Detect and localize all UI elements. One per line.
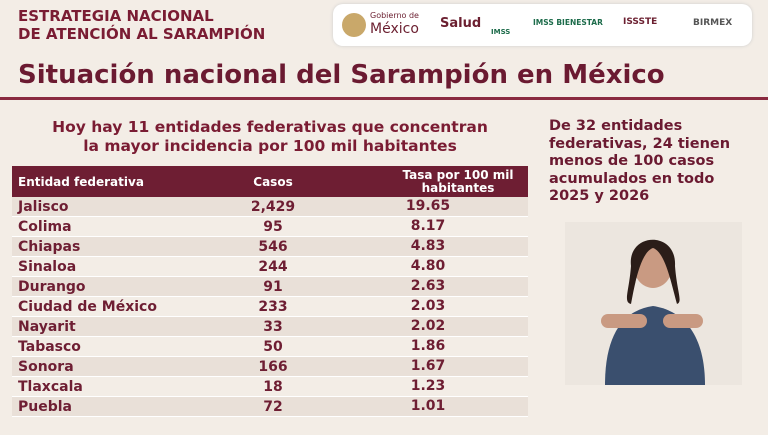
logo-text: Gobierno de — [370, 11, 419, 20]
table-row: Jalisco 2,429 19.65 — [12, 197, 528, 217]
logo-text: IMSS — [491, 28, 511, 36]
line: 2025 y 2026 — [549, 188, 650, 204]
line: ESTRATEGIA NACIONAL — [18, 7, 214, 25]
header-cell: Tasa por 100 mil habitantes — [402, 167, 514, 195]
table-row: Sonora 166 1.67 — [12, 357, 528, 377]
table-cell: 1.01 — [410, 398, 446, 414]
table-row: Tabasco 50 1.86 — [12, 337, 528, 357]
header-title: ESTRATEGIA NACIONAL DE ATENCIÓN AL SARAM… — [18, 7, 265, 43]
logo-text: IMSS BIENESTAR — [533, 18, 603, 27]
table-row: Tlaxcala 18 1.23 — [12, 377, 528, 397]
side-note: De 32 entidades federativas, 24 tienen men… — [549, 118, 730, 206]
table-cell: 244 — [258, 258, 288, 275]
main-title: Situación nacional del Sarampión en Méxi… — [18, 60, 665, 90]
table-row: Colima 95 8.17 — [12, 217, 528, 237]
table-cell: 233 — [258, 298, 288, 315]
seal — [342, 13, 366, 37]
table-cell: Chiapas — [18, 238, 81, 255]
table-cell: 2.03 — [410, 298, 446, 314]
table-body: Jalisco 2,429 19.65 Colima 95 8.17 Chiapas 546 4… — [12, 197, 528, 417]
table-cell: 8.17 — [410, 218, 446, 234]
table-row: Ciudad de México 233 2.03 — [12, 297, 528, 317]
table-cell: Durango — [18, 278, 86, 295]
table-header: Entidad federativa Casos Tasa por 100 mi… — [12, 166, 528, 197]
line: acumulados en todo — [549, 170, 715, 187]
table-cell: Nayarit — [18, 318, 76, 335]
table-cell: 91 — [263, 278, 283, 295]
header-cell: Entidad federativa — [18, 174, 144, 189]
table-cell: 4.80 — [410, 258, 446, 274]
table-cell: 33 — [263, 318, 283, 335]
subtitle: Hoy hay 11 entidades federativas que con… — [20, 118, 520, 156]
table-cell: 2.63 — [410, 278, 446, 294]
table-cell: Ciudad de México — [18, 298, 157, 315]
line: federativas, 24 tienen — [549, 135, 731, 152]
table-cell: 1.23 — [410, 378, 446, 394]
table-cell: 18 — [263, 378, 283, 395]
logo-text: ISSSTE — [623, 17, 658, 27]
table-row: Puebla 72 1.01 — [12, 397, 528, 417]
logo-text: Salud — [440, 16, 482, 31]
line: De 32 entidades — [549, 118, 683, 134]
table-cell: 95 — [263, 218, 283, 235]
table-row: Chiapas 546 4.83 — [12, 237, 528, 257]
table-cell: Puebla — [18, 398, 72, 415]
logo-bar: Gobierno de México Salud IMSS IMSS BIENE… — [333, 4, 752, 46]
line: DE ATENCIÓN AL SARAMPIÓN — [18, 25, 266, 43]
logo-text: México — [370, 21, 419, 37]
line: Hoy hay 11 entidades federativas que con… — [52, 118, 488, 136]
interpreter-video — [565, 222, 742, 385]
table-cell: 546 — [258, 238, 288, 255]
table-cell: 2.02 — [410, 318, 446, 334]
table: Entidad federativa Casos Tasa por 100 mi… — [12, 166, 528, 417]
table-cell: 1.67 — [410, 358, 446, 374]
table-cell: Sonora — [18, 358, 74, 375]
table-cell: 1.86 — [410, 338, 446, 354]
divider — [0, 97, 768, 100]
table-cell: Tabasco — [18, 338, 81, 355]
table-row: Durango 91 2.63 — [12, 277, 528, 297]
table-row: Sinaloa 244 4.80 — [12, 257, 528, 277]
table-cell: Colima — [18, 218, 72, 235]
table-cell: Jalisco — [18, 198, 69, 215]
table-cell: Tlaxcala — [18, 378, 83, 395]
line: menos de 100 casos — [549, 153, 715, 169]
table-row: Nayarit 33 2.02 — [12, 317, 528, 337]
table-cell: 50 — [263, 338, 283, 355]
table-cell: Sinaloa — [18, 258, 77, 275]
line: la mayor incidencia por 100 mil habitant… — [83, 137, 457, 155]
header-cell: Casos — [253, 174, 293, 189]
table-cell: 4.83 — [410, 238, 446, 254]
logo-text: BIRMEX — [693, 18, 733, 28]
table-cell: 19.65 — [405, 198, 451, 214]
table-cell: 72 — [263, 398, 283, 415]
table-cell: 2,429 — [250, 198, 296, 215]
table-cell: 166 — [258, 358, 288, 375]
